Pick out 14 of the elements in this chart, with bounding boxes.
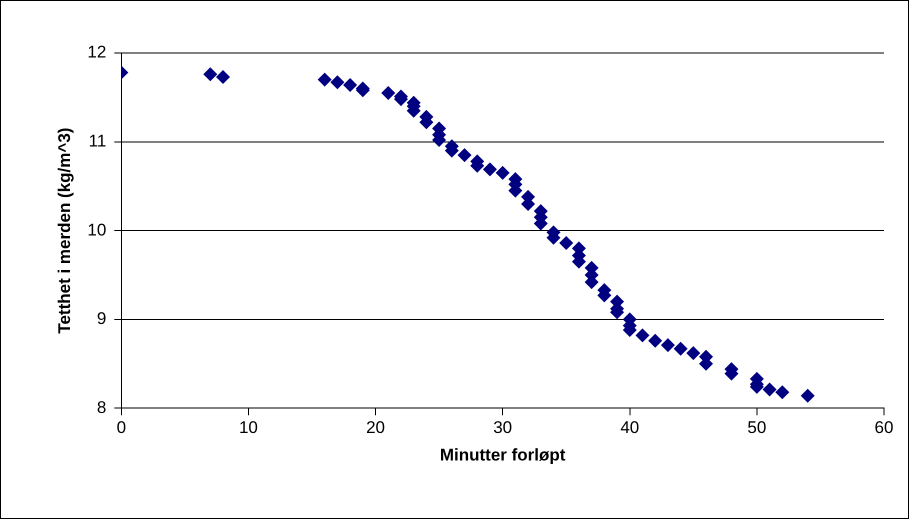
y-axis-title: Tetthet i merden (kg/m^3) xyxy=(54,128,74,334)
y-tick-label: 11 xyxy=(88,131,106,150)
x-tick-label: 30 xyxy=(493,418,512,438)
y-tick-label: 8 xyxy=(96,398,106,417)
x-tick-label: 50 xyxy=(747,418,766,438)
x-tick-label: 40 xyxy=(620,418,640,438)
x-tick-label: 60 xyxy=(874,418,894,438)
x-tick-label: 0 xyxy=(116,418,126,438)
y-tick-label: 10 xyxy=(87,220,106,240)
x-tick-label: 10 xyxy=(238,418,258,438)
y-tick-label: 12 xyxy=(87,42,106,62)
x-tick-label: 20 xyxy=(366,418,385,438)
y-tick-label: 9 xyxy=(96,309,106,328)
x-axis-title: Minutter forløpt xyxy=(440,445,566,464)
